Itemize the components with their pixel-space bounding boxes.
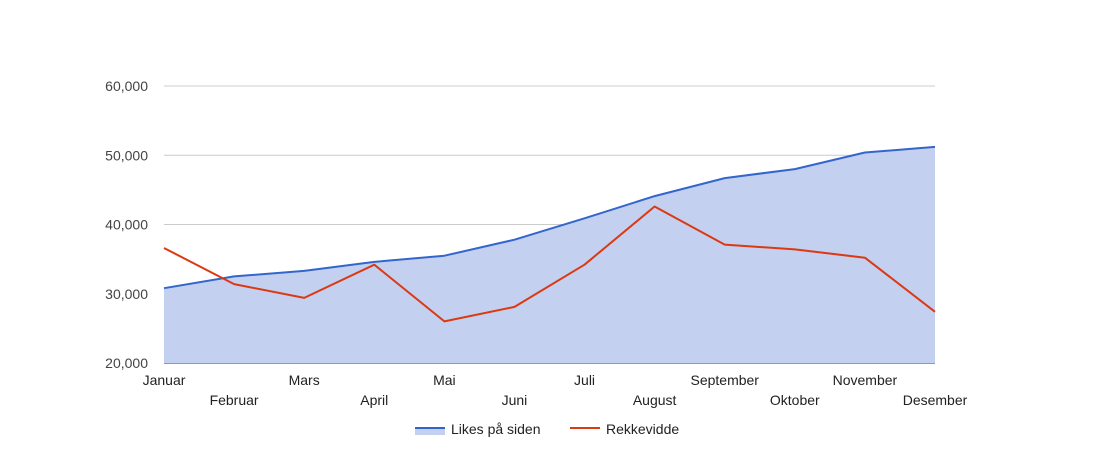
- x-tick-label: Oktober: [770, 392, 820, 408]
- legend-label: Likes på siden: [451, 421, 541, 437]
- legend-item-0[interactable]: Likes på siden: [415, 421, 541, 437]
- series-0-point-september: [722, 175, 728, 181]
- series-1-point-mai: [441, 318, 447, 324]
- legend-item-1[interactable]: Rekkevidde: [570, 421, 679, 437]
- series-1-point-oktober: [792, 246, 798, 252]
- series-1-point-november: [862, 255, 868, 261]
- y-tick-label: 60,000: [105, 78, 148, 94]
- series-0-point-februar: [231, 273, 237, 279]
- x-tick-label: Desember: [903, 392, 968, 408]
- y-tick-label: 30,000: [105, 286, 148, 302]
- x-tick-label: Juni: [502, 392, 528, 408]
- x-tick-label: August: [633, 392, 677, 408]
- x-tick-label: September: [690, 372, 759, 388]
- x-tick-label: November: [833, 372, 898, 388]
- x-tick-label: April: [360, 392, 388, 408]
- series-1-point-februar: [231, 281, 237, 287]
- series-line-1: [163, 205, 936, 323]
- x-tick-label: Mars: [289, 372, 320, 388]
- y-tick-label: 20,000: [105, 355, 148, 371]
- x-tick-label: Januar: [143, 372, 186, 388]
- series-1-point-april: [371, 262, 377, 268]
- line-series-layer: [161, 144, 938, 324]
- series-0-point-januar: [161, 285, 167, 291]
- series-0-point-juli: [582, 215, 588, 221]
- area-series-layer: [164, 146, 935, 363]
- series-0-point-mai: [441, 253, 447, 259]
- legend-swatch-area: [415, 427, 445, 435]
- x-tick-label: Mai: [433, 372, 456, 388]
- series-0-point-november: [862, 149, 868, 155]
- x-tick-label: Juli: [574, 372, 595, 388]
- series-0-point-juni: [511, 237, 517, 243]
- series-1-point-mars: [301, 295, 307, 301]
- series-0-point-oktober: [792, 166, 798, 172]
- x-tick-label: Februar: [210, 392, 259, 408]
- legend[interactable]: Likes på siden Rekkevidde: [415, 421, 679, 437]
- x-axis: Januar Februar Mars April Mai Juni Juli August S…: [143, 372, 968, 408]
- series-line-0: [163, 145, 936, 290]
- series-1-point-august: [652, 203, 658, 209]
- series-area-fill-0: [164, 146, 935, 363]
- series-1-point-desember: [932, 309, 938, 315]
- series-1-point-juli: [582, 262, 588, 268]
- y-tick-label: 50,000: [105, 147, 148, 163]
- series-1-point-juni: [511, 304, 517, 310]
- series-0-point-desember: [932, 144, 938, 150]
- series-0-point-august: [652, 193, 658, 199]
- legend-label: Rekkevidde: [606, 421, 679, 437]
- series-1-point-september: [722, 242, 728, 248]
- series-0-point-mars: [301, 268, 307, 274]
- y-tick-label: 40,000: [105, 217, 148, 233]
- y-axis: 20,000 30,000 40,000 50,000 60,000: [105, 78, 148, 371]
- series-1-point-januar: [161, 245, 167, 251]
